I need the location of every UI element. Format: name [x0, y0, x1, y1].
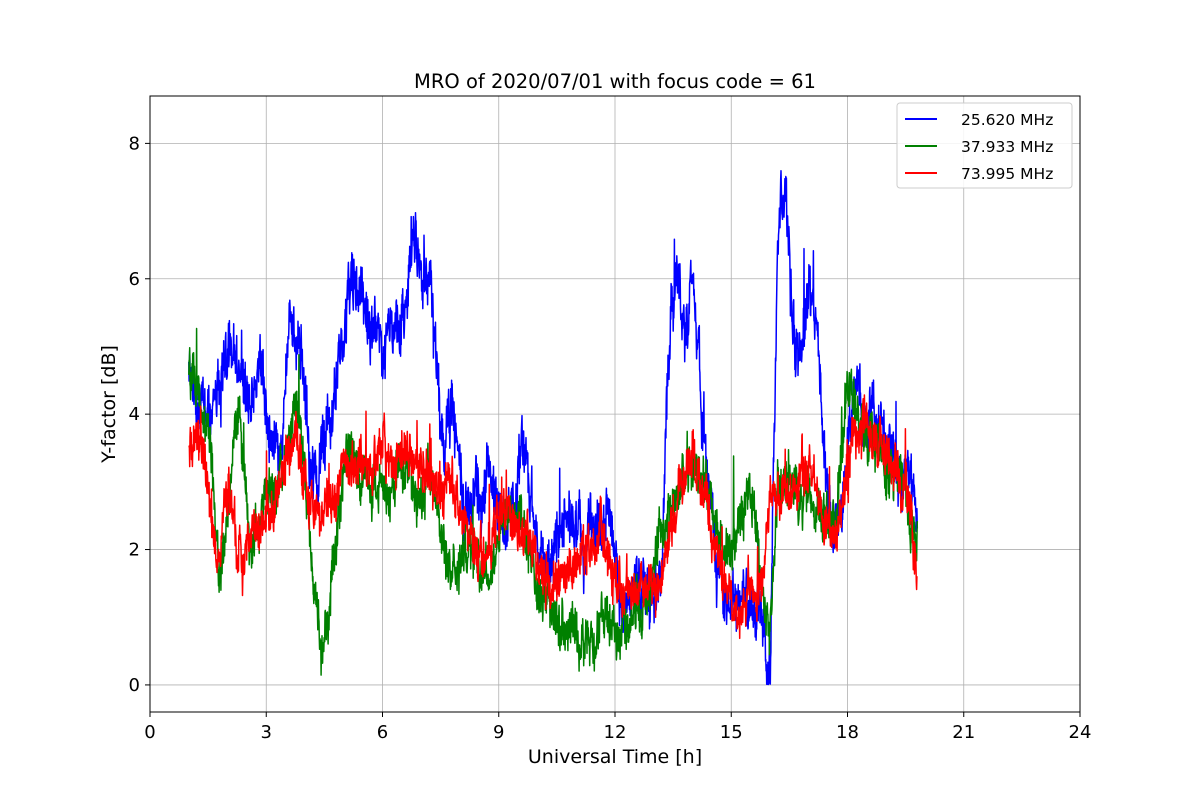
- x-tick-label: 12: [604, 722, 627, 743]
- chart-title: MRO of 2020/07/01 with focus code = 61: [414, 70, 816, 93]
- x-tick-label: 21: [952, 722, 975, 743]
- legend-label: 37.933 MHz: [961, 138, 1053, 156]
- y-tick-label: 8: [129, 133, 140, 154]
- y-axis-label: Y-factor [dB]: [98, 345, 120, 464]
- x-tick-label: 9: [493, 722, 504, 743]
- y-tick-label: 0: [129, 675, 140, 696]
- x-tick-label: 15: [720, 722, 743, 743]
- legend: 25.620 MHz 37.933 MHz 73.995 MHz: [896, 102, 1073, 189]
- x-tick-label: 6: [377, 722, 388, 743]
- y-tick-label: 4: [129, 404, 140, 425]
- legend-frame: [896, 102, 1073, 189]
- series-line: [188, 394, 918, 640]
- x-tick-label: 24: [1069, 722, 1092, 743]
- y-tick-label: 6: [129, 269, 140, 290]
- y-tick-label: 2: [129, 540, 140, 561]
- legend-label: 25.620 MHz: [961, 111, 1053, 129]
- legend-label: 73.995 MHz: [961, 165, 1053, 183]
- x-tick-label: 3: [261, 722, 272, 743]
- x-axis-label: Universal Time [h]: [528, 746, 702, 768]
- x-tick-label: 0: [144, 722, 155, 743]
- series-layer: [188, 170, 919, 686]
- x-tick-label: 18: [836, 722, 859, 743]
